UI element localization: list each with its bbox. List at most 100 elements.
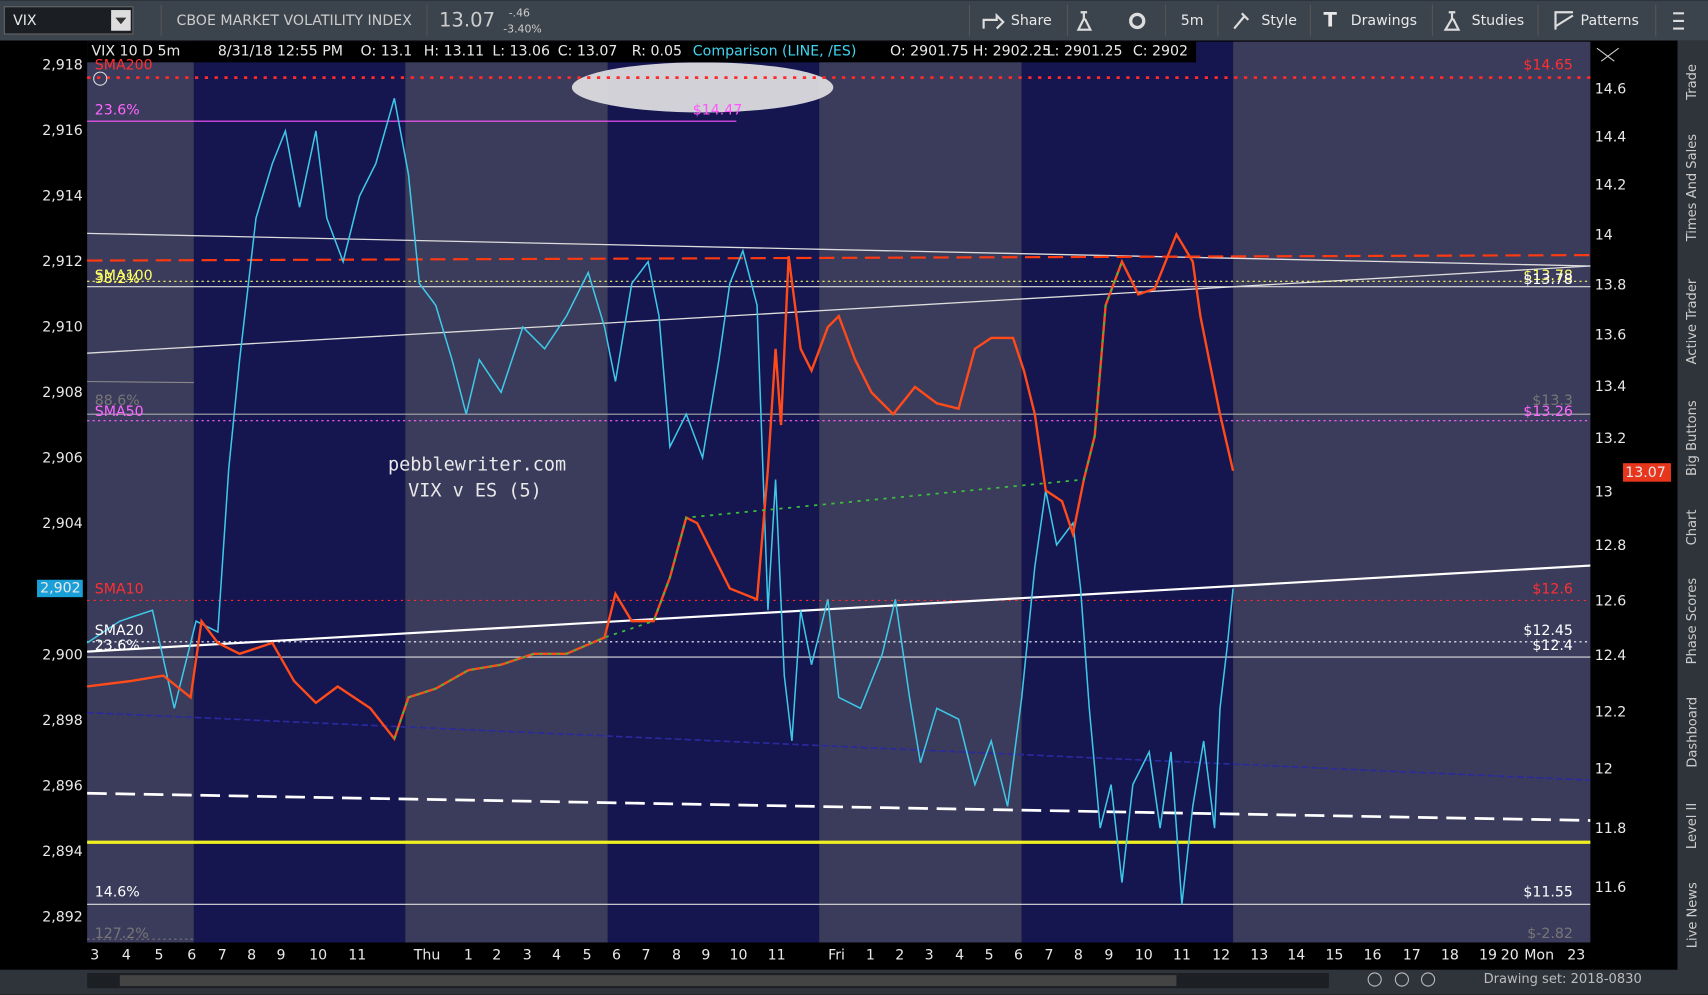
time-tick-label: 8 [672, 948, 681, 964]
zoom-icon[interactable] [1596, 47, 1620, 62]
description: CBOE MARKET VOLATILITY INDEX [176, 13, 412, 29]
right-tick-label: 12.6 [1595, 594, 1627, 610]
time-tick-label: 7 [1044, 948, 1053, 964]
level-left: SMA50 [95, 404, 144, 420]
flask-icon[interactable] [1076, 11, 1093, 31]
event-icon[interactable] [93, 71, 108, 86]
menu-icon[interactable] [1673, 12, 1685, 30]
time-tick-label: 5 [985, 948, 994, 964]
studies-button[interactable]: Studies [1472, 13, 1525, 29]
cmp-open: O: 2901.75 [890, 43, 969, 59]
sidebar-tab[interactable]: Level II [1685, 803, 1700, 849]
left-current: 2,902 [40, 580, 81, 596]
sidebar-tab[interactable]: Chart [1685, 510, 1700, 546]
time-tick-label: 1 [464, 948, 473, 964]
sidebar-tab[interactable]: Times And Sales [1685, 134, 1700, 243]
time-tick-label: 11 [1173, 948, 1191, 964]
comparison: Comparison (LINE, /ES) [693, 43, 857, 59]
left-tick-label: 2,918 [42, 58, 83, 74]
time-tick-label: 6 [612, 948, 621, 964]
time-tick-label: 10 [1135, 948, 1153, 964]
level-right: $12.45 [1523, 623, 1573, 639]
chart-spec: VIX 10 D 5m [92, 43, 181, 59]
time-tick-label: 4 [122, 948, 131, 964]
time-tick-label: 6 [187, 948, 196, 964]
cmp-close: C: 2902 [1133, 43, 1188, 59]
right-tick-label: 11.6 [1595, 880, 1627, 896]
drawing-set: Drawing set: 2018-0830 [1484, 972, 1642, 987]
time-tick-label: 8 [1074, 948, 1083, 964]
time-tick-label: Thu [413, 948, 441, 964]
left-tick-label: 2,896 [42, 778, 83, 794]
info-bar [87, 41, 1197, 63]
sidebar-tab[interactable]: Phase Scores [1685, 578, 1700, 665]
level-right: $11.55 [1523, 884, 1573, 900]
level-left: SMA200 [95, 58, 153, 74]
interval-button[interactable]: 5m [1181, 13, 1204, 29]
sidebar-tab[interactable]: Big Buttons [1685, 400, 1700, 476]
footer-tools[interactable] [1367, 972, 1436, 987]
time-tick-label: 2 [895, 948, 904, 964]
scroll-thumb[interactable] [119, 975, 1177, 987]
cmp-high: H: 2902.25 [973, 43, 1051, 59]
drawings-button[interactable]: Drawings [1351, 13, 1417, 29]
sidebar-tab[interactable]: Active Trader [1685, 278, 1700, 364]
left-tick-label: 2,892 [42, 909, 83, 925]
bar-open: O: 13.1 [361, 43, 413, 59]
time-tick-label: 23 [1567, 948, 1585, 964]
bar-close: C: 13.07 [558, 43, 618, 59]
watermark-site: pebblewriter.com [388, 454, 566, 475]
symbol: VIX [13, 13, 37, 29]
right-tick-label: 14.4 [1595, 129, 1627, 145]
level-left: 88.6% [95, 393, 140, 409]
level-left: 14.6% [95, 884, 140, 900]
time-tick-label: 4 [955, 948, 964, 964]
time-tick-label: 13 [1250, 948, 1268, 964]
share-button[interactable]: Share [1011, 13, 1052, 29]
time-tick-label: 4 [552, 948, 561, 964]
sidebar-tab[interactable]: Dashboard [1685, 697, 1700, 768]
time-tick-label: Mon [1524, 948, 1554, 964]
left-tick-label: 2,894 [42, 844, 83, 860]
right-tick-label: 12.4 [1595, 648, 1627, 664]
cmp-low: L: 2901.25 [1047, 43, 1123, 59]
time-tick-label: 3 [523, 948, 532, 964]
time-tick-label: Fri [828, 948, 845, 964]
watermark-caption: VIX v ES (5) [408, 481, 542, 502]
session-bands [87, 41, 1591, 943]
time-tick-label: 5 [155, 948, 164, 964]
level-left: 23.6% [95, 102, 140, 118]
right-tick-label: 12.2 [1595, 705, 1627, 721]
sidebar-tab[interactable]: Trade [1685, 64, 1700, 101]
left-tick-label: 2,916 [42, 123, 83, 139]
level-right: $14.65 [1523, 58, 1573, 74]
right-tick-label: 13 [1595, 485, 1613, 501]
sidebar-tab[interactable]: Live News [1685, 882, 1700, 948]
time-tick-label: 16 [1363, 948, 1381, 964]
left-tick-label: 2,910 [42, 320, 83, 336]
bar-range: R: 0.05 [632, 43, 682, 59]
left-tick-label: 2,904 [42, 516, 83, 532]
patterns-button[interactable]: Patterns [1581, 13, 1639, 29]
time-tick-label: 6 [1014, 948, 1023, 964]
style-button[interactable]: Style [1261, 13, 1297, 29]
last-price: 13.07 [439, 8, 495, 31]
right-tick-label: 14.2 [1595, 177, 1627, 193]
right-tick-label: 11.8 [1595, 821, 1627, 837]
right-tick-label: 12.8 [1595, 538, 1627, 554]
time-tick-label: 7 [641, 948, 650, 964]
level-right: $13.78 [1523, 268, 1573, 284]
time-tick-label: 19 [1479, 948, 1497, 964]
axes: 2,918 2,916 2,914 2,912 2,910 2,908 2,906 2,904… [42, 58, 1626, 964]
right-tick-label: 13.4 [1595, 379, 1627, 395]
level-left: SMA100 [95, 268, 153, 284]
left-tick-label: 2,906 [42, 451, 83, 467]
drawings [87, 62, 1591, 940]
level-left: 38.2% [95, 271, 140, 287]
time-tick-label: 10 [309, 948, 327, 964]
drawings-icon[interactable]: T [1323, 8, 1337, 31]
settings-icon[interactable] [1129, 12, 1146, 30]
time-tick-label: 2 [492, 948, 501, 964]
right-current-box [1623, 463, 1671, 482]
